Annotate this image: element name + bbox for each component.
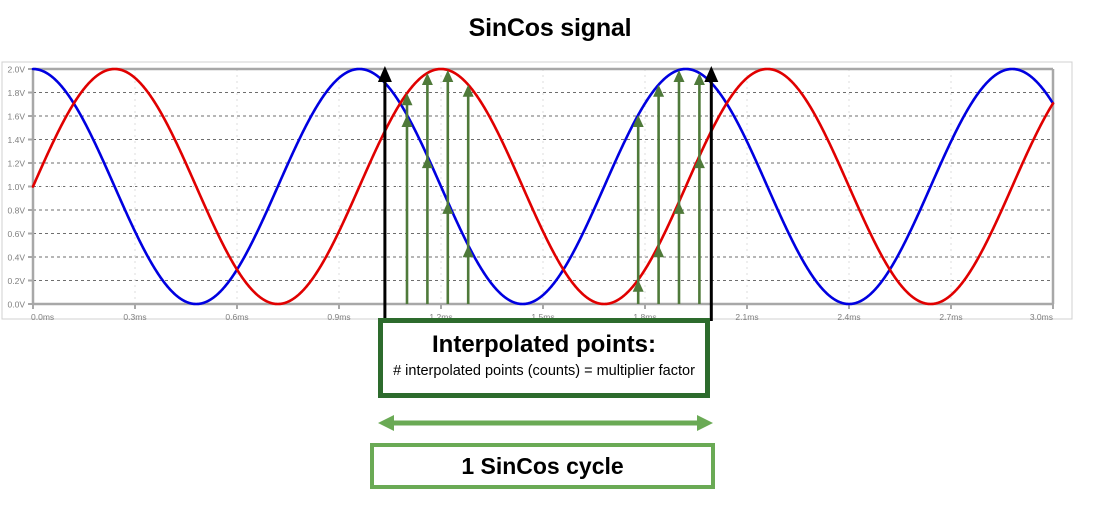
svg-text:1.2V: 1.2V <box>8 159 26 169</box>
svg-text:0.0V: 0.0V <box>8 300 26 310</box>
svg-text:2.4ms: 2.4ms <box>837 312 860 321</box>
annotation-arrows-overlay <box>377 66 719 321</box>
interpolated-points-callout: Interpolated points: # interpolated poin… <box>378 318 710 398</box>
svg-text:0.0ms: 0.0ms <box>31 312 54 321</box>
svg-text:1.8V: 1.8V <box>8 88 26 98</box>
svg-text:1.8ms: 1.8ms <box>633 312 656 321</box>
plot-canvas: 0.0V 0.2V 0.4V 0.6V 0.8V 1.0V 1.2V 1.4V 1.6V 1.8V… <box>1 61 1073 321</box>
interpolated-points-subtitle: # interpolated points (counts) = multipl… <box>393 362 695 379</box>
svg-text:0.9ms: 0.9ms <box>327 312 350 321</box>
svg-text:1.2ms: 1.2ms <box>429 312 452 321</box>
svg-text:1.4V: 1.4V <box>8 135 26 145</box>
sincos-cycle-label: 1 SinCos cycle <box>461 452 624 479</box>
cycle-span-arrow <box>378 415 713 431</box>
svg-text:2.0V: 2.0V <box>8 65 26 75</box>
svg-text:2.1ms: 2.1ms <box>735 312 758 321</box>
svg-text:1.6V: 1.6V <box>8 112 26 122</box>
svg-text:0.4V: 0.4V <box>8 253 26 263</box>
svg-text:1.5ms: 1.5ms <box>531 312 554 321</box>
svg-text:1.0V: 1.0V <box>8 182 26 192</box>
svg-text:0.2V: 0.2V <box>8 276 26 286</box>
svg-text:2.7ms: 2.7ms <box>939 312 962 321</box>
svg-text:3.0ms: 3.0ms <box>1030 312 1053 321</box>
svg-text:0.8V: 0.8V <box>8 206 26 216</box>
svg-text:0.3ms: 0.3ms <box>123 312 146 321</box>
page-title: SinCos signal <box>468 14 632 42</box>
interpolated-points-title: Interpolated points: <box>432 331 656 359</box>
sincos-plot: 0.0V 0.2V 0.4V 0.6V 0.8V 1.0V 1.2V 1.4V 1.6V 1.8V… <box>0 56 1100 321</box>
svg-text:0.6V: 0.6V <box>8 229 26 239</box>
sincos-cycle-callout: 1 SinCos cycle <box>370 443 715 489</box>
svg-text:0.6ms: 0.6ms <box>225 312 248 321</box>
